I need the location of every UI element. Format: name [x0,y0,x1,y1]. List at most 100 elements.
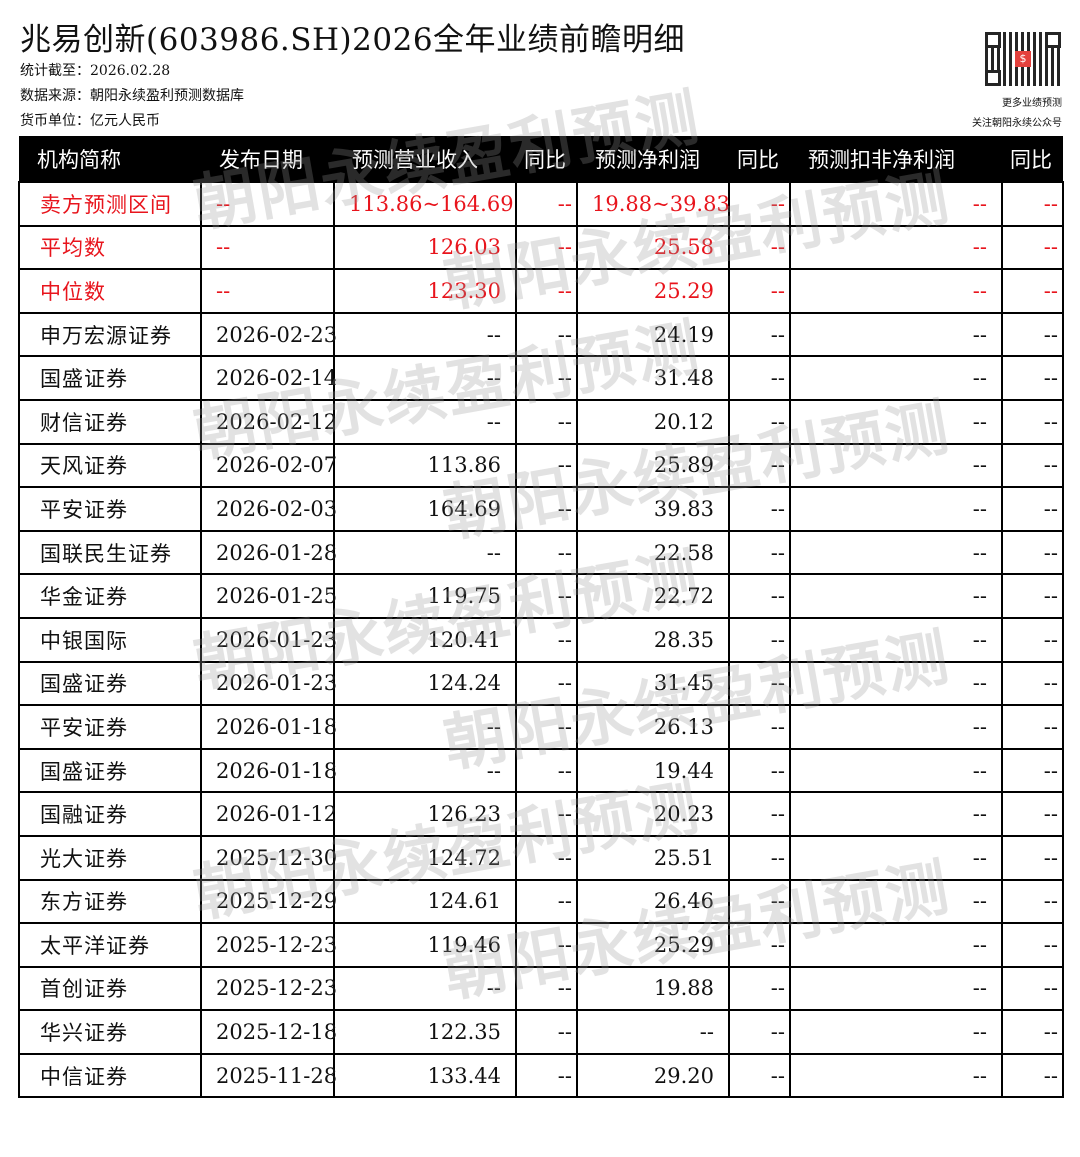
institution-cell: 国融证券 [18,791,202,837]
net-profit-cell: 22.58 [576,529,730,576]
date-cell: 2026-01-28 [200,529,337,576]
adj-yoy-cell: -- [1001,747,1064,794]
table-row: 财信证券 2026-02-12 -- -- 20.12 -- -- -- [18,398,1064,445]
date-cell: -- [200,181,335,227]
net-profit-cell: 26.46 [576,878,730,925]
table-row: 国盛证券 2026-02-14 -- -- 31.48 -- -- -- [18,355,1064,401]
net-profit-yoy-cell: -- [728,922,791,968]
adj-yoy-cell: -- [1001,834,1064,881]
side-note-2: 关注朝阳永续公众号 [972,118,1062,129]
table-row: 华金证券 2026-01-25 119.75 -- 22.72 -- -- -- [18,573,1064,619]
revenue-cell: -- [333,355,517,401]
forecast-table: 机构简称 发布日期 预测营业收入 同比 预测净利润 同比 预测扣非净利润 同比 卖方预测区间 -… [18,136,1064,1099]
net-profit-cell: 39.83 [576,486,730,532]
date-cell: 2026-02-14 [200,355,337,401]
adj-net-profit-cell: -- [789,355,1003,401]
adj-yoy-cell: -- [1001,398,1064,445]
column-header: 同比 [516,136,577,182]
adj-yoy-cell: -- [1001,1052,1064,1099]
revenue-cell: -- [333,529,517,576]
column-header: 同比 [1002,136,1063,182]
revenue-cell: 113.86 [333,442,517,489]
net-profit-yoy-cell: -- [728,573,791,619]
institution-cell: 东方证券 [18,878,202,925]
adj-net-profit-cell: -- [789,486,1003,532]
net-profit-cell: 29.20 [576,1052,730,1099]
adj-net-profit-cell: -- [789,1052,1003,1099]
revenue-cell: 122.35 [333,1009,517,1055]
institution-cell: 太平洋证券 [18,922,202,968]
date-cell: 2026-01-23 [200,616,337,663]
net-profit-yoy-cell: -- [728,1052,791,1099]
net-profit-cell: 19.88 [576,965,730,1012]
net-profit-cell: 28.35 [576,616,730,663]
adj-yoy-cell: -- [1001,486,1064,532]
revenue-yoy-cell: -- [515,573,578,619]
institution-cell: 国盛证券 [18,355,202,401]
date-cell: 2025-12-29 [200,878,337,925]
date-cell: 2025-11-28 [200,1052,337,1099]
adj-yoy-cell: -- [1001,1009,1064,1055]
net-profit-cell: 25.51 [576,834,730,881]
column-header: 预测扣非净利润 [790,136,1002,182]
adj-net-profit-cell: -- [789,224,1003,271]
page-title: 兆易创新(603986.SH)2026全年业绩前瞻明细 [20,22,686,58]
adj-yoy-cell: -- [1001,660,1064,707]
institution-cell: 卖方预测区间 [18,181,202,227]
net-profit-yoy-cell: -- [728,1009,791,1055]
net-profit-cell: 25.58 [576,224,730,271]
date-cell: 2026-01-18 [200,747,337,794]
net-profit-cell: 31.48 [576,355,730,401]
adj-yoy-cell: -- [1001,268,1064,314]
data-source: 数据来源：朝阳永续盈利预测数据库 [20,88,244,104]
institution-cell: 光大证券 [18,834,202,881]
revenue-cell: -- [333,747,517,794]
adj-yoy-cell: -- [1001,181,1064,227]
table-row: 首创证券 2025-12-23 -- -- 19.88 -- -- -- [18,965,1064,1012]
net-profit-cell: 20.12 [576,398,730,445]
adj-net-profit-cell: -- [789,442,1003,489]
net-profit-cell: 25.89 [576,442,730,489]
adj-net-profit-cell: -- [789,181,1003,227]
institution-cell: 国联民生证券 [18,529,202,576]
adj-yoy-cell: -- [1001,616,1064,663]
table-row: 东方证券 2025-12-29 124.61 -- 26.46 -- -- -- [18,878,1064,925]
adj-yoy-cell: -- [1001,355,1064,401]
adj-net-profit-cell: -- [789,922,1003,968]
date-cell: 2025-12-18 [200,1009,337,1055]
side-note-1: 更多业绩预测 [1002,98,1062,109]
revenue-cell: 133.44 [333,1052,517,1099]
adj-net-profit-cell: -- [789,268,1003,314]
date-cell: 2026-01-25 [200,573,337,619]
adj-yoy-cell: -- [1001,311,1064,358]
revenue-yoy-cell: -- [515,834,578,881]
net-profit-yoy-cell: -- [728,965,791,1012]
institution-cell: 华金证券 [18,573,202,619]
revenue-yoy-cell: -- [515,878,578,925]
adj-net-profit-cell: -- [789,878,1003,925]
revenue-cell: 119.46 [333,922,517,968]
net-profit-yoy-cell: -- [728,791,791,837]
revenue-cell: 120.41 [333,616,517,663]
summary-row: 中位数 -- 123.30 -- 25.29 -- -- -- [18,268,1064,314]
summary-row: 平均数 -- 126.03 -- 25.58 -- -- -- [18,224,1064,271]
institution-cell: 天风证券 [18,442,202,489]
table-row: 国联民生证券 2026-01-28 -- -- 22.58 -- -- -- [18,529,1064,576]
net-profit-yoy-cell: -- [728,268,791,314]
adj-net-profit-cell: -- [789,1009,1003,1055]
revenue-cell: 124.24 [333,660,517,707]
table-row: 中银国际 2026-01-23 120.41 -- 28.35 -- -- -- [18,616,1064,663]
net-profit-yoy-cell: -- [728,704,791,750]
net-profit-cell: 19.44 [576,747,730,794]
date-cell: 2026-01-23 [200,660,337,707]
adj-net-profit-cell: -- [789,311,1003,358]
adj-yoy-cell: -- [1001,965,1064,1012]
currency-unit: 货币单位：亿元人民币 [20,113,160,129]
institution-cell: 国盛证券 [18,660,202,707]
adj-net-profit-cell: -- [789,573,1003,619]
date-cell: -- [200,224,335,271]
revenue-cell: 126.03 [333,224,517,271]
revenue-yoy-cell: -- [515,965,578,1012]
date-cell: 2026-01-18 [200,704,337,750]
net-profit-cell: 20.23 [576,791,730,837]
